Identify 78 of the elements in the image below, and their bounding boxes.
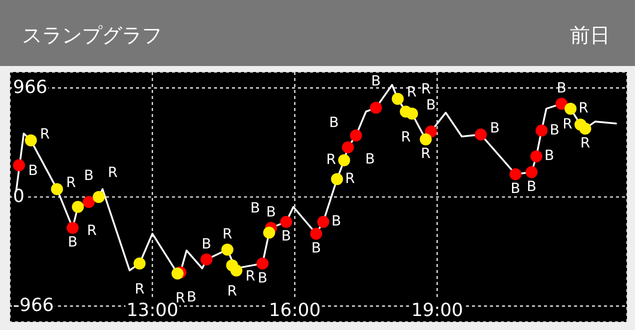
point: [134, 258, 146, 270]
annotation: B: [84, 168, 94, 184]
annotation: B: [544, 148, 554, 164]
point: [310, 228, 322, 240]
annotation: B: [365, 151, 375, 168]
annotation: B: [311, 240, 321, 257]
point: [200, 253, 212, 266]
annotation: B: [281, 228, 292, 245]
point: [92, 191, 105, 203]
annotation: R: [222, 226, 233, 242]
annotation: B: [329, 115, 339, 132]
point: [24, 134, 37, 146]
annotation: B: [266, 204, 276, 221]
x-tick-label: 16:00: [268, 300, 321, 321]
annotation: R: [176, 290, 186, 306]
annotation: R: [406, 84, 417, 101]
annotation: R: [400, 129, 411, 146]
annotation: R: [562, 116, 573, 132]
point: [370, 102, 382, 114]
annotation: R: [246, 268, 256, 284]
point: [350, 129, 362, 142]
y-tick-label: -966: [13, 295, 54, 316]
annotation: B: [331, 214, 342, 230]
point: [406, 108, 418, 120]
annotation: R: [421, 81, 432, 98]
y-tick-label: 966: [13, 76, 48, 98]
chart-subtitle: 前日: [570, 23, 610, 47]
annotation: R: [578, 100, 589, 117]
point: [392, 92, 404, 105]
point: [221, 244, 234, 256]
annotation: B: [250, 200, 260, 217]
point: [342, 141, 354, 154]
annotation: B: [202, 236, 212, 252]
annotation: R: [87, 222, 98, 239]
point: [82, 196, 95, 208]
annotation: R: [134, 281, 145, 298]
annotation: B: [426, 97, 436, 114]
point: [13, 159, 26, 172]
annotation: R: [108, 164, 118, 181]
point: [256, 258, 268, 270]
point: [526, 166, 538, 178]
annotation: B: [258, 270, 268, 286]
point: [230, 264, 242, 277]
point: [263, 226, 276, 239]
point: [338, 154, 350, 166]
annotation: B: [550, 122, 560, 138]
annotation: B: [371, 74, 381, 90]
annotation: B: [68, 234, 78, 251]
annotation: R: [580, 135, 590, 152]
point: [420, 133, 432, 146]
annotation: R: [345, 170, 356, 187]
annotation: R: [326, 152, 336, 168]
annotation: R: [66, 174, 76, 191]
point: [530, 150, 542, 162]
chart-title: スランプグラフ: [22, 23, 162, 47]
annotation: B: [556, 80, 566, 97]
point: [556, 98, 568, 110]
annotation: B: [526, 178, 536, 195]
point: [536, 124, 548, 136]
annotation: B: [186, 289, 196, 306]
annotation: B: [510, 181, 520, 198]
point: [172, 267, 184, 280]
point: [579, 122, 592, 135]
annotation: B: [28, 163, 38, 180]
point: [66, 222, 79, 234]
point: [331, 173, 344, 186]
annotation: B: [490, 120, 500, 136]
point: [317, 216, 330, 228]
point: [280, 216, 292, 228]
point: [72, 200, 84, 213]
point: [509, 168, 522, 180]
x-tick-label: 19:00: [411, 300, 464, 321]
point: [474, 128, 487, 141]
annotation: R: [227, 283, 238, 300]
point: [564, 102, 577, 115]
annotation: R: [420, 146, 431, 162]
point: [50, 183, 63, 196]
annotation: R: [40, 126, 50, 142]
